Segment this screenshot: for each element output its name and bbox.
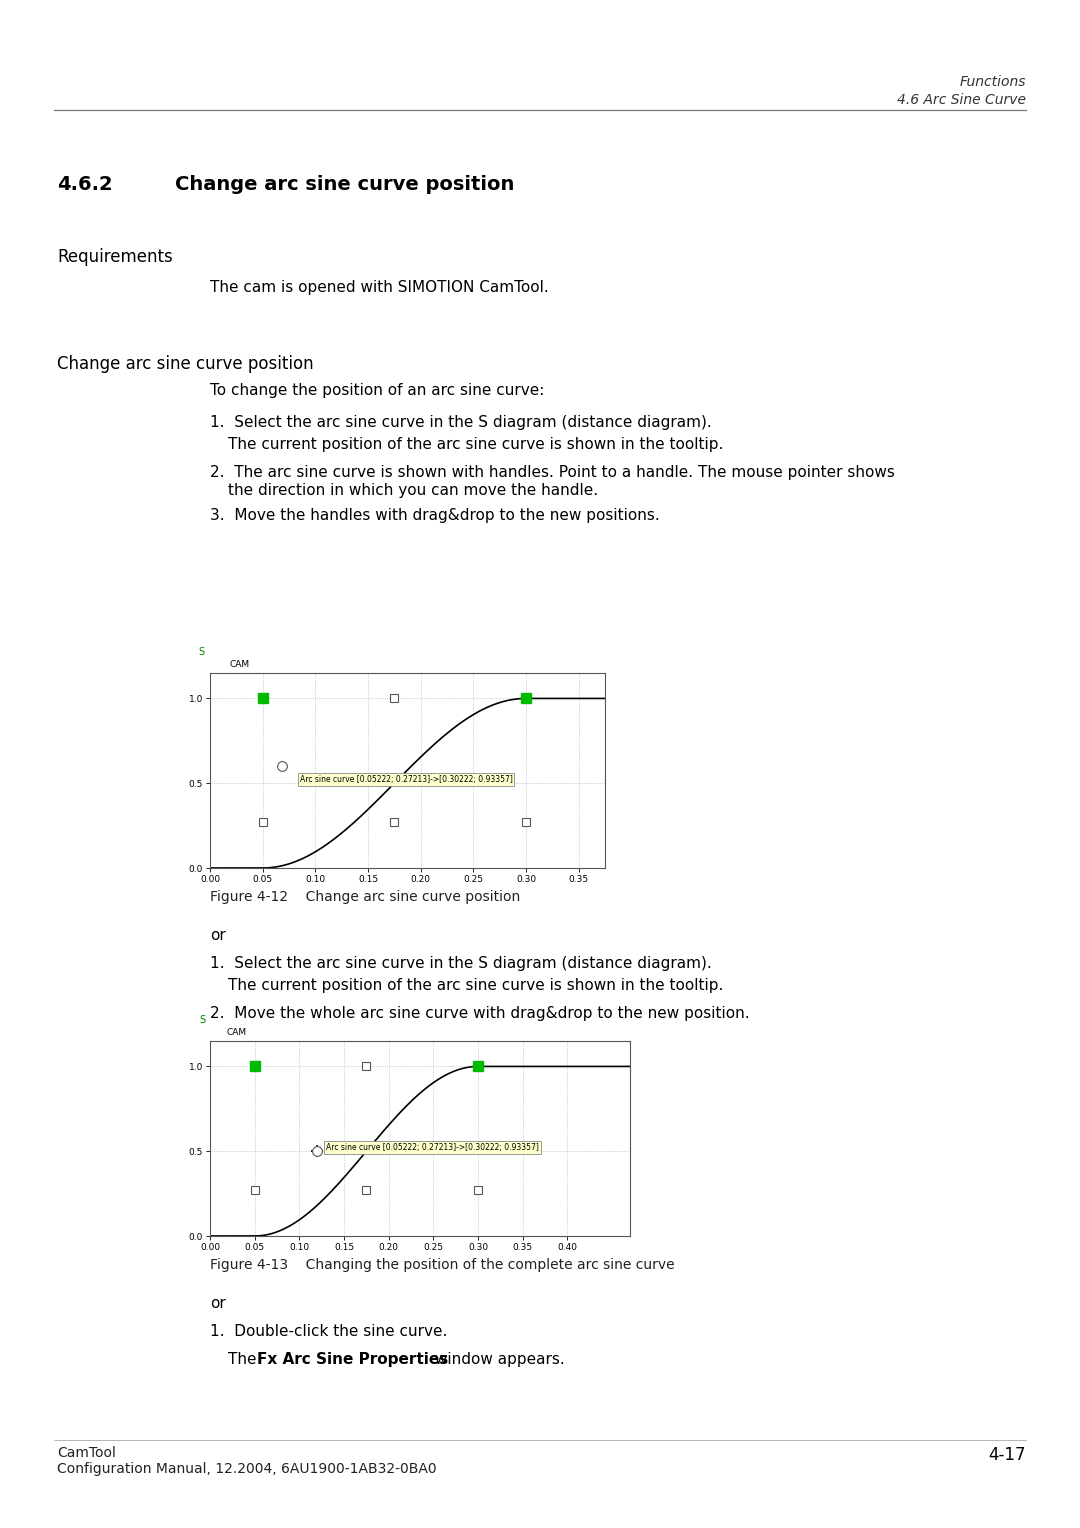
Text: 1.  Double-click the sine curve.: 1. Double-click the sine curve. (210, 1323, 447, 1339)
Text: The current position of the arc sine curve is shown in the tooltip.: The current position of the arc sine cur… (228, 978, 724, 993)
Text: Change arc sine curve position: Change arc sine curve position (57, 354, 313, 373)
Text: CAM: CAM (230, 660, 249, 669)
Text: The: The (228, 1352, 261, 1368)
Text: To change the position of an arc sine curve:: To change the position of an arc sine cu… (210, 384, 544, 397)
Text: Arc sine curve [0.05222; 0.27213]->[0.30222; 0.93357]: Arc sine curve [0.05222; 0.27213]->[0.30… (326, 1143, 539, 1152)
Text: S: S (200, 1016, 205, 1025)
Text: or: or (210, 927, 226, 943)
Text: 1.  Select the arc sine curve in the S diagram (distance diagram).: 1. Select the arc sine curve in the S di… (210, 416, 712, 429)
Text: Configuration Manual, 12.2004, 6AU1900-1AB32-0BA0: Configuration Manual, 12.2004, 6AU1900-1… (57, 1462, 436, 1476)
Text: Change arc sine curve position: Change arc sine curve position (175, 176, 514, 194)
Text: 2.  The arc sine curve is shown with handles. Point to a handle. The mouse point: 2. The arc sine curve is shown with hand… (210, 465, 895, 480)
Text: 1.  Select the arc sine curve in the S diagram (distance diagram).: 1. Select the arc sine curve in the S di… (210, 957, 712, 970)
Text: Requirements: Requirements (57, 248, 173, 266)
Text: 4.6 Arc Sine Curve: 4.6 Arc Sine Curve (897, 93, 1026, 107)
Text: Arc sine curve [0.05222; 0.27213]->[0.30222; 0.93357]: Arc sine curve [0.05222; 0.27213]->[0.30… (299, 775, 512, 784)
Text: 3.  Move the handles with drag&drop to the new positions.: 3. Move the handles with drag&drop to th… (210, 507, 660, 523)
Text: CAM: CAM (227, 1028, 247, 1038)
Text: S: S (198, 648, 204, 657)
Text: window appears.: window appears. (430, 1352, 565, 1368)
Text: CamTool: CamTool (57, 1445, 116, 1459)
Text: Fx Arc Sine Properties: Fx Arc Sine Properties (257, 1352, 448, 1368)
Text: Figure 4-13    Changing the position of the complete arc sine curve: Figure 4-13 Changing the position of the… (210, 1258, 675, 1271)
Text: or: or (210, 1296, 226, 1311)
Text: the direction in which you can move the handle.: the direction in which you can move the … (228, 483, 598, 498)
Text: 4-17: 4-17 (988, 1445, 1026, 1464)
Text: 4.6.2: 4.6.2 (57, 176, 112, 194)
Text: Figure 4-12    Change arc sine curve position: Figure 4-12 Change arc sine curve positi… (210, 889, 521, 905)
Text: The cam is opened with SIMOTION CamTool.: The cam is opened with SIMOTION CamTool. (210, 280, 549, 295)
Text: The current position of the arc sine curve is shown in the tooltip.: The current position of the arc sine cur… (228, 437, 724, 452)
Text: 2.  Move the whole arc sine curve with drag&drop to the new position.: 2. Move the whole arc sine curve with dr… (210, 1005, 750, 1021)
Text: Functions: Functions (959, 75, 1026, 89)
